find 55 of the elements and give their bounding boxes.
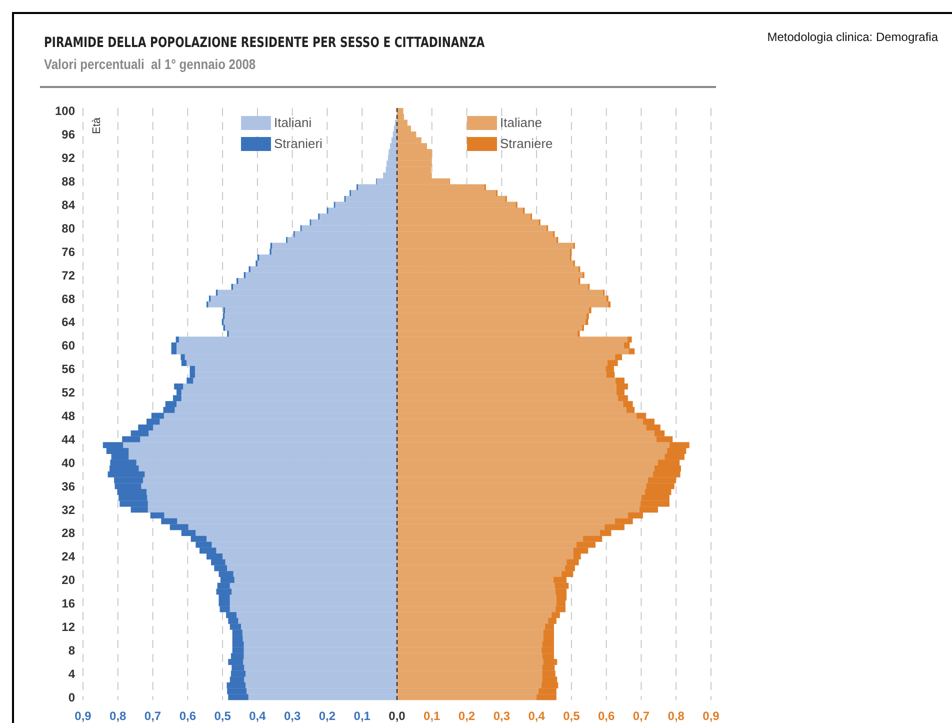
y-tick-label: 68 bbox=[62, 292, 76, 306]
x-tick-label: 0,6 bbox=[598, 709, 615, 723]
y-tick-label: 36 bbox=[62, 479, 76, 494]
x-tick-label: 0,8 bbox=[668, 709, 685, 723]
x-tick-label: 0,5 bbox=[563, 709, 580, 723]
y-tick-label: 92 bbox=[62, 151, 76, 166]
y-tick-label: 100 bbox=[54, 104, 76, 118]
x-tick-label: 0,2 bbox=[318, 709, 336, 723]
legend-label: Italiane bbox=[500, 115, 542, 130]
y-tick-label: 20 bbox=[62, 573, 76, 588]
x-tick-label: 0,8 bbox=[110, 709, 127, 723]
legend-label: Stranieri bbox=[274, 136, 324, 151]
legend-label: Straniere bbox=[500, 136, 553, 151]
y-tick-label: 84 bbox=[62, 198, 76, 212]
x-tick-label: 0,5 bbox=[214, 709, 232, 723]
x-tick-label: 0,4 bbox=[249, 709, 266, 723]
y-tick-label: 4 bbox=[68, 666, 76, 681]
x-tick-label: 0,9 bbox=[74, 709, 92, 723]
y-tick-label: 16 bbox=[62, 596, 76, 611]
x-tick-label: 0,7 bbox=[632, 709, 650, 723]
y-tick-label: 88 bbox=[62, 174, 76, 189]
chart-title: PIRAMIDE DELLA POPOLAZIONE RESIDENTE PER SESSO E CITTADINANZA bbox=[44, 35, 485, 51]
y-tick-label: 72 bbox=[62, 268, 76, 282]
y-tick-label: 96 bbox=[62, 128, 76, 142]
x-tick-label: 0,1 bbox=[424, 709, 441, 723]
y-tick-label: 28 bbox=[62, 526, 76, 540]
y-tick-label: 60 bbox=[62, 338, 76, 353]
text: Metodologia clinica: Demografia bbox=[767, 30, 938, 44]
y-tick-label: 32 bbox=[62, 502, 76, 517]
x-tick-label: 0,6 bbox=[179, 709, 196, 723]
bar bbox=[582, 324, 584, 331]
y-tick-label: 44 bbox=[62, 432, 76, 446]
y-tick-label: 40 bbox=[62, 456, 76, 470]
x-tick-label: 0,3 bbox=[284, 709, 301, 723]
y-tick-label: 12 bbox=[62, 620, 76, 634]
y-tick-label: 80 bbox=[62, 221, 76, 236]
y-tick-label: 64 bbox=[62, 315, 76, 330]
bar bbox=[577, 330, 580, 337]
x-tick-label: 0,9 bbox=[702, 709, 720, 723]
legend-label: Italiani bbox=[274, 115, 313, 130]
x-tick-label: 0,4 bbox=[528, 709, 546, 723]
x-tick-label: 0,3 bbox=[493, 709, 510, 723]
x-tick-label: 0,7 bbox=[144, 709, 162, 723]
chart-subtitle: Valori percentuali al 1° gennaio 2008 bbox=[44, 56, 256, 72]
x-tick-label: 0,0 bbox=[388, 709, 406, 723]
y-tick-label: 52 bbox=[62, 386, 76, 400]
y-tick-label: 24 bbox=[62, 550, 76, 564]
y-tick-label: 56 bbox=[62, 362, 76, 376]
y-tick-label: 8 bbox=[68, 643, 76, 658]
x-tick-label: 0,2 bbox=[458, 709, 476, 723]
y-tick-label: 76 bbox=[62, 244, 76, 259]
y-tick-label: 48 bbox=[62, 408, 76, 423]
y-tick-label: 0 bbox=[68, 690, 76, 704]
x-tick-label: 0,1 bbox=[354, 709, 371, 723]
y-axis-title: Età bbox=[91, 117, 103, 134]
